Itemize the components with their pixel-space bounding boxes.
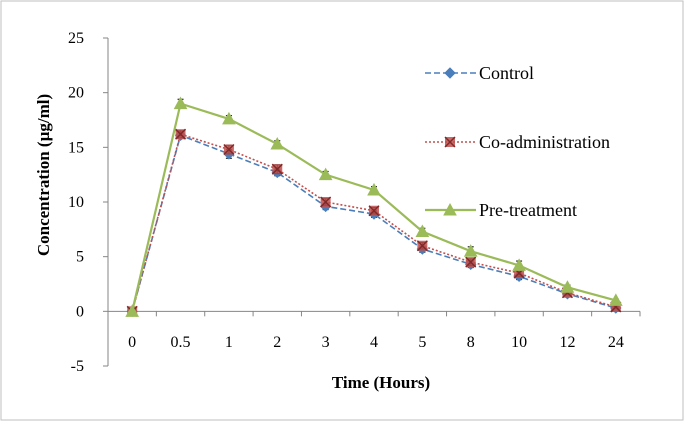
marker-cross	[223, 143, 235, 156]
y-axis-title: Concentration (µg/ml)	[34, 94, 53, 256]
series	[125, 96, 623, 317]
legend-entry: Pre-treatment	[425, 200, 577, 220]
x-tick-label: 5	[418, 334, 426, 351]
marker-cross	[368, 205, 380, 217]
data-point	[368, 205, 380, 217]
marker-cross	[465, 256, 477, 268]
legend-entry: Control	[425, 63, 534, 83]
legend: Control Co-administration Pre-treatment	[425, 63, 610, 220]
legend-label: Pre-treatment	[479, 200, 577, 220]
series	[126, 128, 622, 317]
data-point	[444, 67, 456, 79]
data-point	[367, 182, 381, 196]
data-point	[443, 202, 457, 216]
data-point	[175, 128, 187, 140]
data-point	[320, 196, 332, 208]
x-axis-title: Time (Hours)	[332, 373, 430, 392]
data-point	[465, 256, 477, 268]
x-tick-label: 12	[559, 334, 575, 351]
x-tick-label: 10	[511, 334, 527, 351]
legend-label: Control	[479, 63, 534, 83]
y-tick-label: -5	[71, 358, 84, 375]
x-tick-label: 0.5	[171, 334, 191, 351]
marker-cross	[271, 163, 283, 175]
data-point	[173, 96, 188, 110]
series-layer	[125, 96, 623, 318]
data-point	[416, 240, 428, 252]
data-point	[415, 224, 430, 238]
legend-entry: Co-administration	[425, 132, 610, 152]
marker-cross	[320, 196, 332, 208]
data-point	[463, 244, 478, 257]
data-point	[444, 136, 456, 148]
y-tick-label: 0	[76, 303, 84, 320]
data-point	[270, 137, 285, 150]
data-point	[223, 143, 235, 156]
x-tick-label: 1	[225, 334, 233, 351]
marker-cross	[175, 128, 187, 140]
marker-cross	[444, 136, 456, 148]
data-point	[560, 280, 575, 293]
y-tick-label: 20	[68, 85, 84, 102]
x-tick-label: 8	[467, 334, 475, 351]
y-tick-label: 5	[76, 249, 84, 266]
x-tick-label: 24	[608, 334, 624, 351]
series-line	[131, 134, 617, 312]
marker-cross	[416, 240, 428, 252]
data-point	[271, 163, 283, 175]
x-tick-label: 3	[322, 334, 330, 351]
y-tick-label: 15	[68, 139, 84, 156]
y-tick-label: 10	[68, 194, 84, 211]
x-tick-label: 0	[128, 334, 136, 351]
data-point	[608, 293, 623, 306]
series-line	[131, 133, 617, 312]
legend-label: Co-administration	[479, 132, 610, 152]
data-point	[318, 167, 333, 181]
x-tick-label: 4	[370, 334, 378, 351]
y-tick-label: 25	[68, 30, 84, 47]
data-point	[222, 111, 236, 125]
x-tick-label: 2	[273, 334, 281, 351]
data-point	[512, 258, 526, 271]
data-point	[125, 304, 140, 317]
